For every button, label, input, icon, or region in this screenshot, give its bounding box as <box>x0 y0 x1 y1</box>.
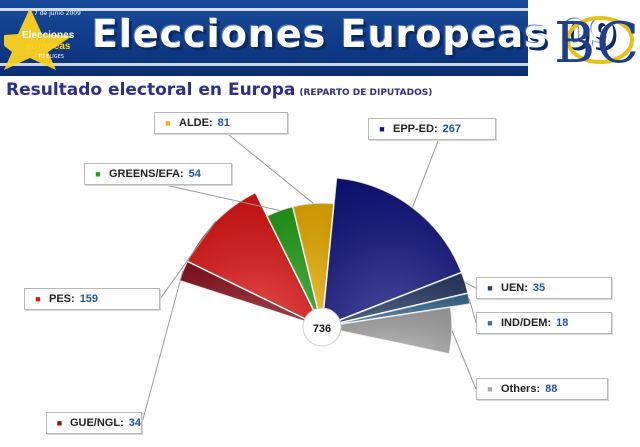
label-name-others: Others: <box>501 383 541 395</box>
chart-subtitle: Resultado electoral en Europa (REPARTO DE… <box>6 80 432 100</box>
alde-logo-icon: ■ <box>165 118 171 128</box>
header-banner: 7 de junio 2009 Elecciones europeas TÚ E… <box>0 0 640 76</box>
elections-logo: 7 de junio 2009 Elecciones europeas TÚ E… <box>0 4 90 70</box>
label-value-greens-efa: 54 <box>188 168 201 180</box>
chart-center-disc <box>302 307 342 347</box>
slice-shading-uen <box>322 272 469 327</box>
label-others: ■ Others: 88 <box>476 378 608 400</box>
label-gue-ngl: ■ GUE/NGL: 34 <box>46 412 142 434</box>
slice-shading-gue-ngl <box>179 261 322 327</box>
greens-efa-logo-icon: ■ <box>95 169 101 179</box>
label-value-others: 88 <box>545 383 558 395</box>
label-epp-ed: ■ EPP-ED: 267 <box>368 118 496 140</box>
bc-logo-text: BC <box>554 11 636 74</box>
label-value-pes: 159 <box>79 293 99 305</box>
ind-dem-logo-icon: ■ <box>487 318 493 328</box>
label-name-gue-ngl: GUE/NGL: <box>69 417 124 429</box>
logo-line-1: Elecciones <box>22 30 75 41</box>
logo-line-2: europeas <box>26 41 71 52</box>
chart-slices <box>178 176 472 355</box>
label-alde: ■ ALDE: 81 <box>154 112 288 134</box>
others-icon: ■ <box>487 384 493 394</box>
label-name-pes: PES: <box>49 293 75 305</box>
label-ind-dem: ■ IND/DEM: 18 <box>476 312 612 334</box>
slice-shading-alde <box>292 203 334 327</box>
slice-shading-epp-ed <box>322 177 462 327</box>
gue-ngl-logo-icon: ■ <box>56 418 63 428</box>
label-name-ind-dem: IND/DEM: <box>501 317 552 329</box>
eu-stars-icon <box>0 8 72 70</box>
label-name-greens-efa: GREENS/EFA: <box>109 168 184 180</box>
leader-line-epp-ed <box>412 139 439 208</box>
label-value-uen: 35 <box>532 282 546 294</box>
banner-stripe <box>0 63 640 66</box>
subtitle-note: (REPARTO DE DIPUTADOS) <box>299 88 433 98</box>
leader-line-pes <box>159 220 217 300</box>
label-name-alde: ALDE: <box>179 117 213 129</box>
leader-line-greens-efa <box>165 184 280 211</box>
label-name-epp-ed: EPP-ED: <box>393 123 438 135</box>
label-greens-efa: ■ GREENS/EFA: 54 <box>84 163 232 185</box>
chart-leader-lines <box>141 133 477 424</box>
slice-shading-others <box>322 307 453 354</box>
page-title: Elecciones Europeas 09 <box>92 12 617 56</box>
leader-line-gue-ngl <box>141 270 184 424</box>
leader-line-others <box>451 330 477 390</box>
logo-date: 7 de junio 2009 <box>34 10 81 17</box>
slice-shading-ind-dem <box>322 293 471 327</box>
subtitle-main: Resultado electoral en Europa <box>6 80 296 100</box>
label-value-alde: 81 <box>217 117 230 129</box>
slice-shading-pes <box>187 192 322 327</box>
leader-line-ind-dem <box>468 298 477 324</box>
leader-line-alde <box>227 133 314 204</box>
label-value-gue-ngl: 34 <box>128 417 141 429</box>
label-value-epp-ed: 267 <box>442 123 461 135</box>
chart-total-label: 736 <box>313 323 331 335</box>
label-uen: ■ UEN: 35 <box>476 277 612 299</box>
label-pes: ■ PES: 159 <box>24 288 160 310</box>
epp-ed-logo-icon: ■ <box>379 124 385 134</box>
leader-line-uen <box>465 282 477 289</box>
banner-stripe <box>0 8 640 11</box>
pes-logo-icon: ■ <box>35 294 41 304</box>
banner-white-panel <box>528 0 640 76</box>
label-value-ind-dem: 18 <box>556 317 569 329</box>
logo-line-3: TÚ ELIGES <box>38 54 64 60</box>
slice-shading-greens-efa <box>266 206 322 327</box>
label-name-uen: UEN: <box>501 282 528 294</box>
uen-logo-icon: ■ <box>487 283 493 293</box>
bc-logo: BC <box>554 11 636 74</box>
